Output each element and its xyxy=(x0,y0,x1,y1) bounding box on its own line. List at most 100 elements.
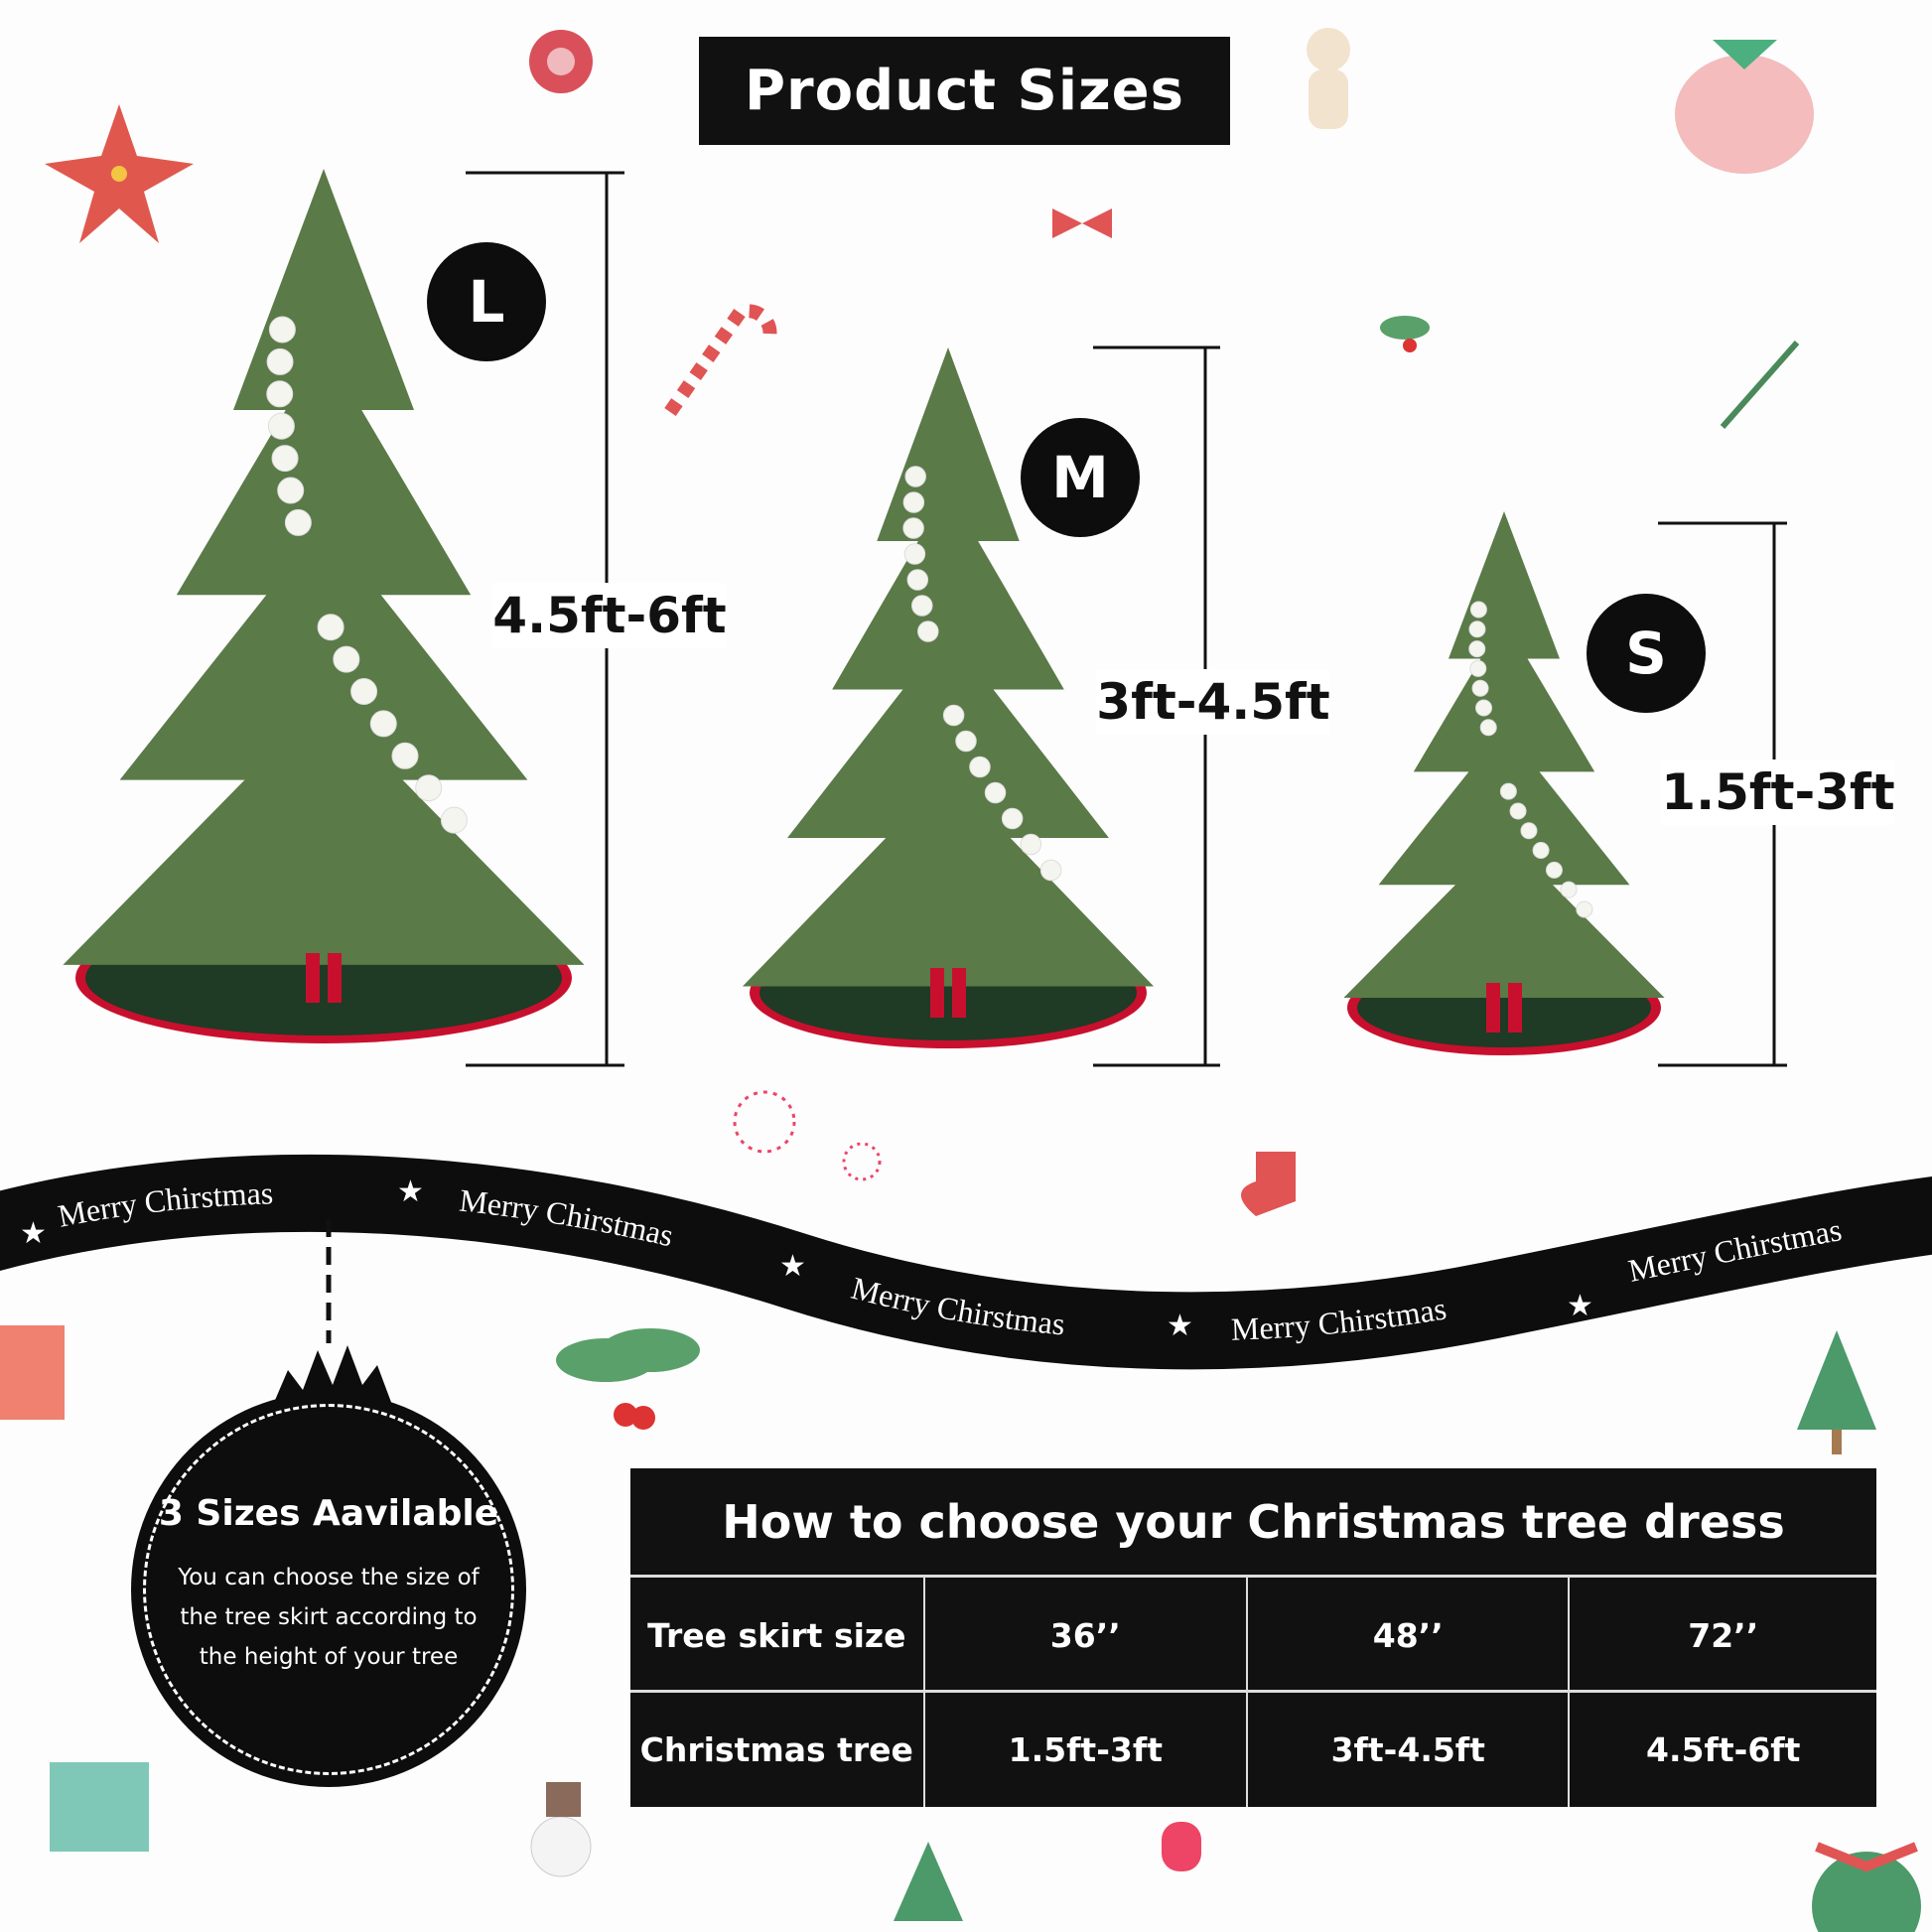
svg-text:★: ★ xyxy=(397,1174,424,1209)
table-cell: 48’’ xyxy=(1246,1578,1568,1693)
ornament-ball xyxy=(903,543,926,565)
holly-icon xyxy=(1380,316,1430,352)
svg-text:★: ★ xyxy=(1567,1289,1593,1323)
ornament-ball xyxy=(266,380,294,408)
tree-tier xyxy=(176,345,472,596)
elf-leg xyxy=(952,968,966,1018)
tree-tier xyxy=(119,522,528,780)
ornament-ball xyxy=(1469,659,1487,677)
gingerbread-icon xyxy=(1307,28,1350,129)
elf-leg xyxy=(306,953,320,1003)
gift-icon xyxy=(0,1325,149,1852)
ornament-ball xyxy=(277,477,305,504)
ornament-ball xyxy=(284,508,312,536)
ornament-ball xyxy=(333,645,360,673)
ornament-ball xyxy=(1532,842,1550,860)
ornament-ball xyxy=(1560,881,1578,898)
ornament-ball xyxy=(317,614,345,641)
table-title: How to choose your Christmas tree dress xyxy=(722,1494,1785,1549)
table-row: Tree skirt size 36’’ 48’’ 72’’ xyxy=(630,1575,1876,1693)
page-title: Product Sizes xyxy=(699,37,1230,145)
svg-text:★: ★ xyxy=(1167,1309,1193,1343)
gift-ball-icon xyxy=(1675,40,1814,174)
ornament-ball xyxy=(911,595,933,617)
elf-leg xyxy=(328,953,342,1003)
ornament-ball xyxy=(1468,640,1486,658)
holly-icon xyxy=(556,1328,700,1430)
size-badge-m: M xyxy=(1021,418,1140,537)
pine-top-icon xyxy=(273,1345,392,1405)
table-cell: 4.5ft-6ft xyxy=(1568,1693,1876,1807)
sizes-ornament: 3 Sizes Aavilable You can choose the siz… xyxy=(131,1392,526,1787)
row-label: Tree skirt size xyxy=(647,1615,906,1655)
ornament-ball xyxy=(266,347,294,375)
ornament-ball xyxy=(917,621,939,642)
tree-tier xyxy=(1343,835,1665,999)
svg-text:★: ★ xyxy=(20,1216,47,1251)
table-cell: 1.5ft-3ft xyxy=(922,1693,1246,1807)
size-guide-table: How to choose your Christmas tree dress … xyxy=(630,1468,1876,1807)
ornament-ball xyxy=(440,806,468,834)
small-tree-icon xyxy=(1797,1330,1876,1454)
table-cell: 72’’ xyxy=(1568,1578,1876,1693)
ornament-ball xyxy=(271,445,299,473)
ornament-ball-icon xyxy=(529,30,593,93)
tree-tier xyxy=(1413,619,1595,772)
elf-leg xyxy=(930,968,944,1018)
table-cell: 3ft-4.5ft xyxy=(1246,1693,1568,1807)
ornament-ball xyxy=(902,491,925,513)
size-badge-l: L xyxy=(427,242,546,361)
branch-icon xyxy=(1720,341,1800,429)
ornament-ball xyxy=(969,756,991,778)
ornament-ball xyxy=(1475,699,1493,717)
ornament-ball xyxy=(415,774,443,802)
ornament-ball xyxy=(984,781,1007,804)
ornament-ball xyxy=(350,678,378,705)
height-label-s: 1.5ft-3ft xyxy=(1661,759,1895,825)
elf-leg xyxy=(1486,983,1500,1033)
ornament-ball xyxy=(1469,601,1487,619)
height-label-l: 4.5ft-6ft xyxy=(492,583,727,648)
tree-tier xyxy=(832,489,1064,690)
star-icon: ★ ★ ★ ★ ★ xyxy=(20,1174,1593,1343)
ornament-ball xyxy=(268,316,296,344)
candy-cane-icon xyxy=(664,304,777,417)
ornament-ball xyxy=(1499,782,1517,800)
table-row: Christmas tree 1.5ft-3ft 3ft-4.5ft 4.5ft… xyxy=(630,1690,1876,1807)
ornament-bottom-icon xyxy=(1812,1842,1921,1932)
svg-text:★: ★ xyxy=(779,1249,806,1284)
poinsettia-icon xyxy=(45,104,194,243)
ornament-ball xyxy=(1020,833,1042,856)
ornament-ball xyxy=(1001,807,1024,830)
mitten-icon xyxy=(1162,1822,1201,1871)
ornament-ball xyxy=(1545,861,1563,879)
row-label: Christmas tree xyxy=(639,1730,913,1769)
ornament-ball xyxy=(1039,859,1062,882)
mini-tree-icon xyxy=(894,1842,963,1921)
bow-icon xyxy=(1052,208,1112,238)
ornament-ball xyxy=(902,517,924,539)
elf-leg xyxy=(1508,983,1522,1033)
ornament-text: You can choose the size of the tree skir… xyxy=(178,1564,480,1670)
tree-tier xyxy=(787,631,1109,838)
ornament-ball xyxy=(955,730,977,753)
ornament-ball xyxy=(1479,719,1497,737)
ornament-ball xyxy=(267,412,295,440)
tree-tier xyxy=(742,773,1155,987)
ornament-ball xyxy=(1471,679,1489,697)
ornament-ball xyxy=(391,742,419,769)
table-cell: 36’’ xyxy=(922,1578,1246,1693)
snowman-icon xyxy=(530,1782,592,1877)
ornament-ball xyxy=(1576,900,1593,918)
ornament-ball xyxy=(1468,621,1486,638)
ornament-title: 3 Sizes Aavilable xyxy=(158,1492,499,1534)
tree-tier xyxy=(63,699,585,965)
snowflake-icon xyxy=(733,1090,882,1181)
ornament-ball xyxy=(904,466,926,487)
ornament-ball xyxy=(906,569,929,591)
tree-tier xyxy=(1378,727,1630,886)
